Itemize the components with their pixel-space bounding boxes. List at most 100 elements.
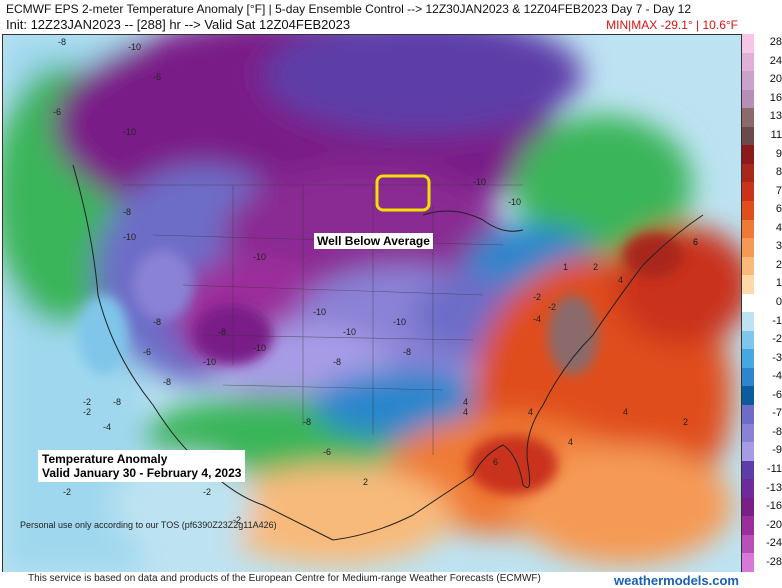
colorbar-swatch (742, 497, 754, 517)
colorbar-label: 24 (769, 54, 782, 67)
colorbar-swatch (742, 349, 754, 369)
contour-label: -10 (123, 127, 136, 137)
colorbar-label: -6 (772, 388, 782, 401)
contour-label: -6 (153, 72, 161, 82)
page-footer: This service is based on data and produc… (0, 572, 782, 587)
colorbar-label: -1 (772, 314, 782, 327)
contour-label: 4 (568, 437, 573, 447)
header-title: ECMWF EPS 2-meter Temperature Anomaly [°… (6, 2, 691, 16)
contour-label: -2 (83, 397, 91, 407)
colorbar-swatch (742, 256, 754, 276)
contour-label: -8 (113, 397, 121, 407)
contour-label: -2 (533, 292, 541, 302)
contour-label: -10 (343, 327, 356, 337)
colorbar-swatch (742, 145, 754, 165)
contour-label: 4 (618, 275, 623, 285)
contour-label: -10 (253, 252, 266, 262)
contour-label: -6 (53, 107, 61, 117)
colorbar-swatch (742, 553, 754, 573)
coastlines (72, 164, 704, 541)
contour-label: -4 (533, 314, 541, 324)
contour-label: -2 (548, 302, 556, 312)
colorbar-label: 1 (775, 277, 782, 290)
colorbar-swatch (742, 367, 754, 387)
colorbar-swatch (742, 386, 754, 406)
contour-label: -10 (128, 42, 141, 52)
contour-label: -10 (253, 343, 266, 353)
colorbar-swatch (742, 293, 754, 313)
contour-label: -4 (103, 422, 111, 432)
colorbar-swatch (742, 423, 754, 443)
contour-label: -8 (333, 357, 341, 367)
colorbar-label: 9 (775, 147, 782, 160)
contour-label: 2 (593, 262, 598, 272)
colorbar-swatch (742, 534, 754, 554)
contour-label: 6 (693, 237, 698, 247)
colorbar-label: 28 (769, 36, 782, 49)
anomaly-details (78, 233, 683, 495)
contour-label: -6 (143, 347, 151, 357)
colorbar-swatch (742, 275, 754, 295)
colorbar-swatch (742, 516, 754, 536)
colorbar-label: -3 (772, 351, 782, 364)
contour-label: 4 (528, 407, 533, 417)
contour-label: 2 (683, 417, 688, 427)
colorbar-label: -20 (766, 518, 782, 531)
colorbar: 28 24 20 16 13 11 9 8 7 6 4 3 2 1 0 -1 -2 -3 -4 -6 -7 -8 -9 -11… (742, 34, 782, 573)
contour-label: 6 (693, 237, 698, 247)
map-header: ECMWF EPS 2-meter Temperature Anomaly [°… (0, 0, 782, 34)
map-legend-text: Temperature Anomaly Valid January 30 - F… (38, 450, 246, 482)
colorbar-swatch (742, 312, 754, 332)
colorbar-swatch (742, 89, 754, 109)
contour-label: -10 (473, 177, 486, 187)
colorbar-label: 8 (775, 166, 782, 179)
colorbar-label: -24 (766, 537, 782, 550)
contour-label: 2 (363, 477, 368, 487)
legend-title: Temperature Anomaly (42, 452, 168, 466)
personal-use-notice: Personal use only according to our TOS (… (20, 520, 277, 530)
colorbar-label: 20 (769, 73, 782, 86)
colorbar-label: 7 (775, 184, 782, 197)
colorbar-swatch (742, 163, 754, 183)
colorbar-swatch (742, 405, 754, 425)
colorbar-swatch (742, 34, 754, 54)
contour-label: -2 (83, 407, 91, 417)
contour-label: -8 (218, 327, 226, 337)
contour-label: -10 (203, 357, 216, 367)
colorbar-label: -13 (766, 481, 782, 494)
colorbar-label: -7 (772, 407, 782, 420)
header-minmax: MIN|MAX -29.1° | 10.6°F (606, 18, 738, 32)
colorbar-label: -16 (766, 500, 782, 513)
colorbar-swatch (742, 182, 754, 202)
anomaly-map: -8 -10 -6 -6 -10 -8 -10 -10 -8 -6 -10 -1… (2, 34, 742, 574)
colorbar-swatch (742, 52, 754, 72)
colorbar-label: -2 (772, 333, 782, 346)
contour-label: -2 (233, 515, 241, 525)
state-borders (123, 184, 523, 455)
colorbar-swatch (742, 238, 754, 258)
contour-label: -10 (508, 197, 521, 207)
colorbar-swatch (742, 71, 754, 91)
highlight-box (375, 174, 431, 212)
colorbar-swatch (742, 460, 754, 480)
anomaly-map-svg: -8 -10 -6 -6 -10 -8 -10 -10 -8 -6 -10 -1… (3, 35, 741, 573)
colorbar-label: -4 (772, 370, 782, 383)
colorbar-label: -9 (772, 444, 782, 457)
colorbar-label: -8 (772, 425, 782, 438)
contour-label: 4 (463, 407, 468, 417)
colorbar-swatch (742, 479, 754, 499)
colorbar-swatch (742, 126, 754, 146)
contour-label: 4 (623, 407, 628, 417)
contour-label: 4 (463, 397, 468, 407)
colorbar-label: 4 (775, 221, 782, 234)
brand-logo-text[interactable]: weathermodels.com (614, 573, 739, 588)
well-below-average-label: Well Below Average (314, 233, 433, 249)
contour-label: -8 (58, 37, 66, 47)
contour-label: -8 (163, 377, 171, 387)
colorbar-label: 3 (775, 240, 782, 253)
colorbar-label: 0 (775, 296, 782, 308)
colorbar-swatch (742, 442, 754, 462)
contour-label: -10 (123, 232, 136, 242)
footer-attribution: This service is based on data and produc… (28, 573, 541, 584)
colorbar-label: 13 (769, 110, 782, 123)
